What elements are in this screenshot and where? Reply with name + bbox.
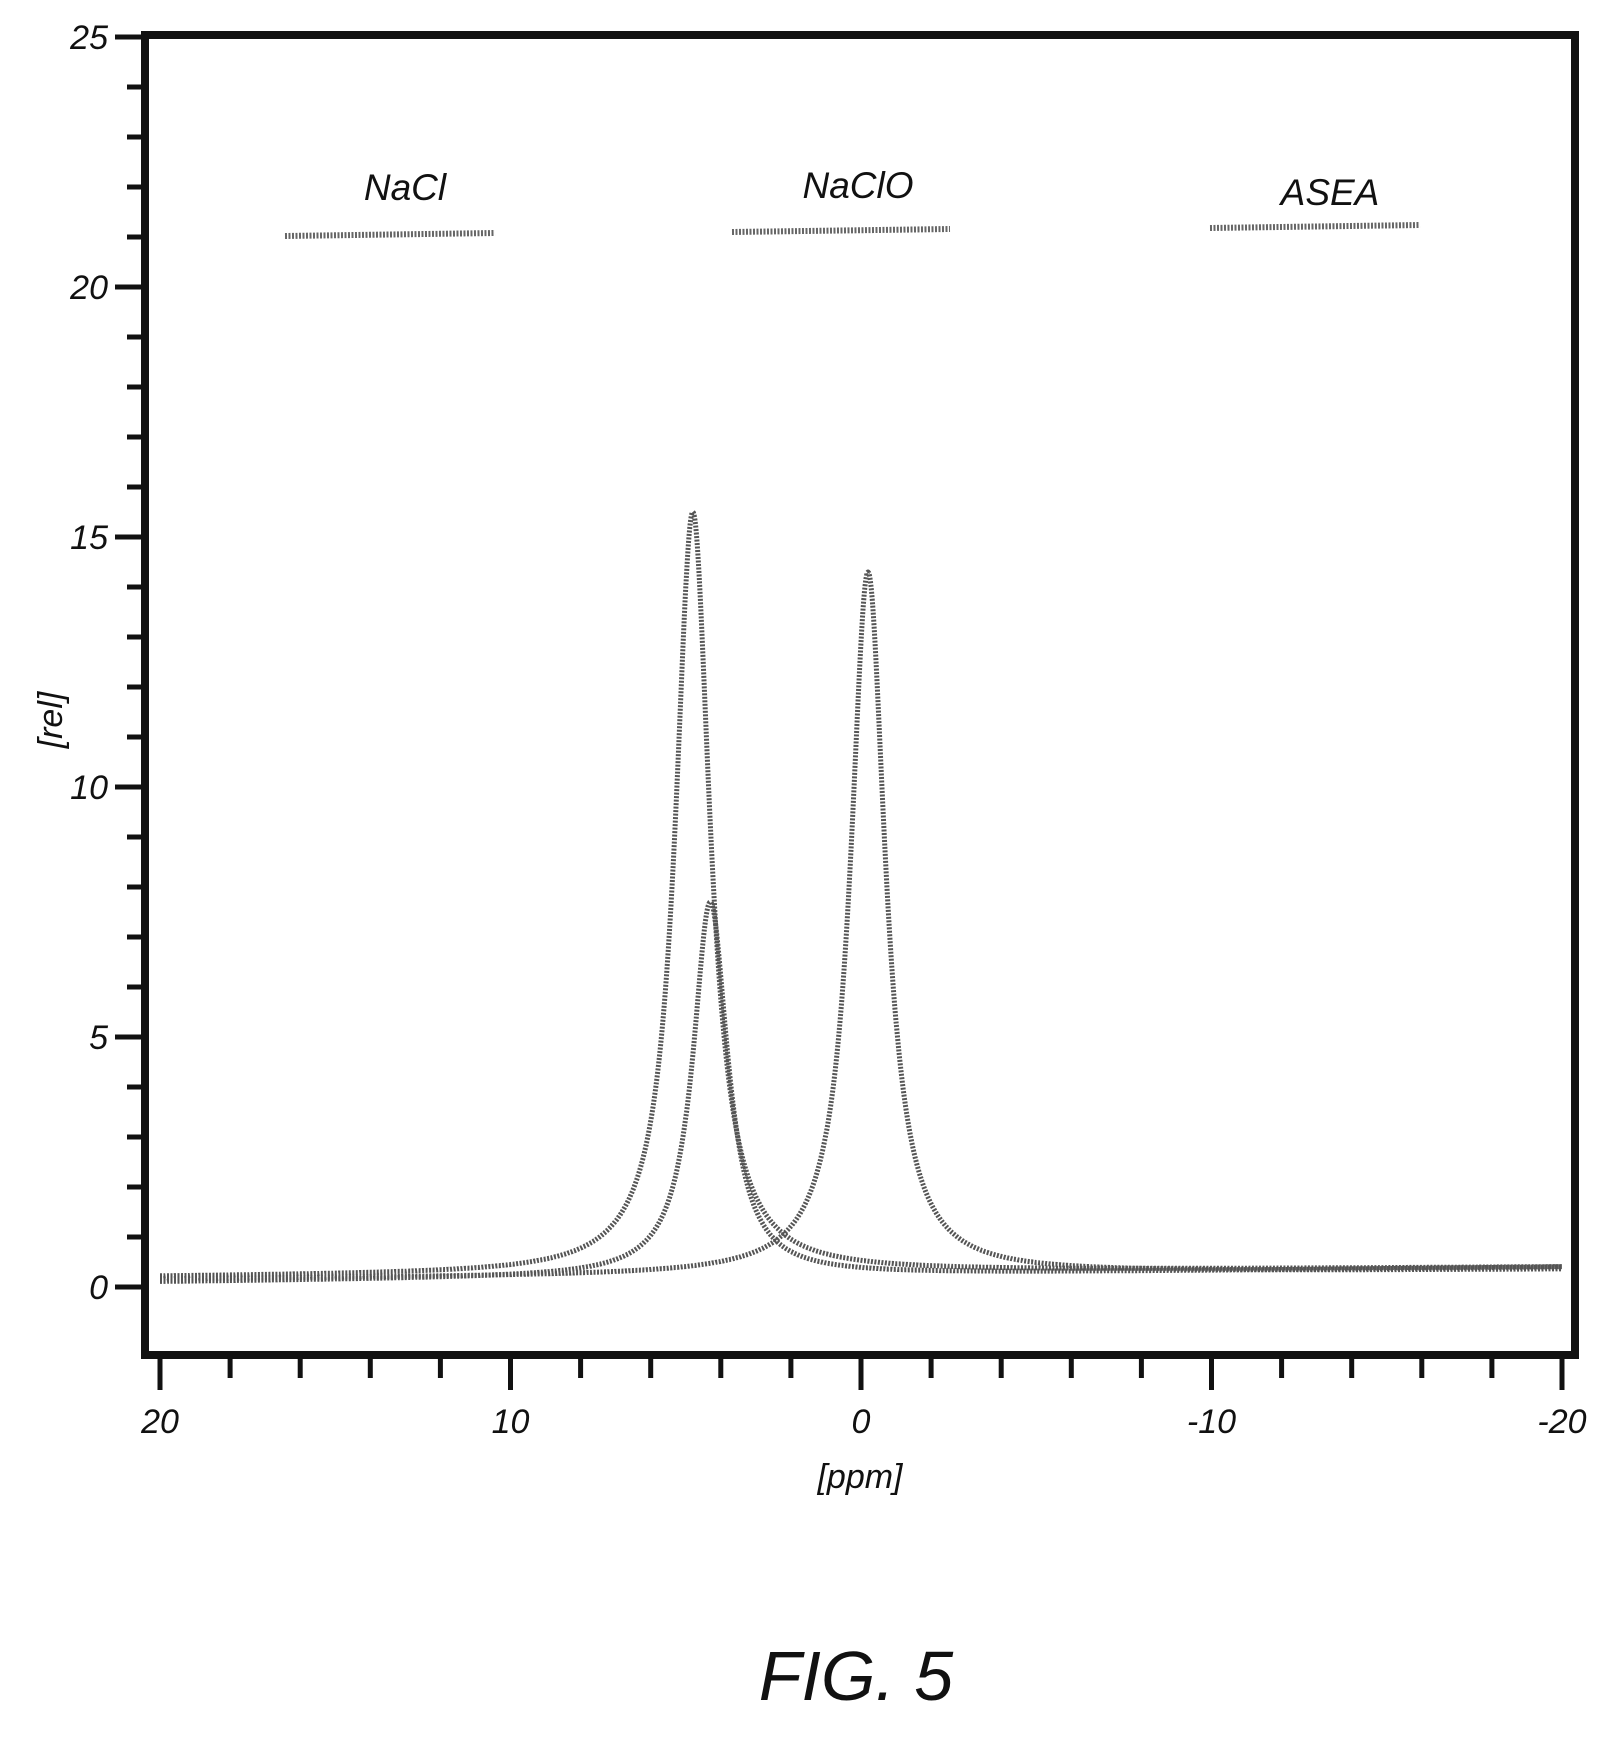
series-layer — [158, 509, 1564, 1284]
y-tick-label: 25 — [69, 19, 108, 57]
figure-caption: FIG. 5 — [759, 1637, 955, 1715]
legend-label-nacl: NaCl — [364, 167, 448, 208]
series-line-nacl — [158, 509, 1564, 1279]
x-tick-label: 10 — [492, 1403, 530, 1441]
y-tick-label: 0 — [89, 1269, 108, 1307]
legend-label-naclo: NaClO — [802, 165, 913, 206]
x-axis-title: [ppm] — [816, 1458, 904, 1496]
ticks-layer: 0 5 10 15 20 25 20 10 0 -10 -20 — [69, 19, 1586, 1441]
legend-line-asea — [1209, 222, 1421, 231]
x-tick-label: 0 — [852, 1403, 871, 1441]
y-axis-title: [rel] — [32, 690, 70, 749]
x-tick-label: -10 — [1187, 1403, 1236, 1441]
series-line-asea — [158, 899, 1564, 1284]
series-line-naclo — [158, 569, 1564, 1282]
legend-line-nacl — [284, 230, 496, 239]
y-tick-label: 5 — [89, 1019, 108, 1057]
x-tick-label: 20 — [140, 1403, 179, 1441]
x-tick-label: -20 — [1537, 1403, 1586, 1441]
legend-label-asea: ASEA — [1279, 172, 1380, 213]
legend: NaCl NaClO ASEA — [284, 165, 1421, 239]
y-tick-label: 20 — [69, 269, 108, 307]
y-tick-label: 15 — [70, 519, 108, 557]
y-tick-label: 10 — [70, 769, 108, 807]
legend-line-naclo — [731, 226, 951, 235]
